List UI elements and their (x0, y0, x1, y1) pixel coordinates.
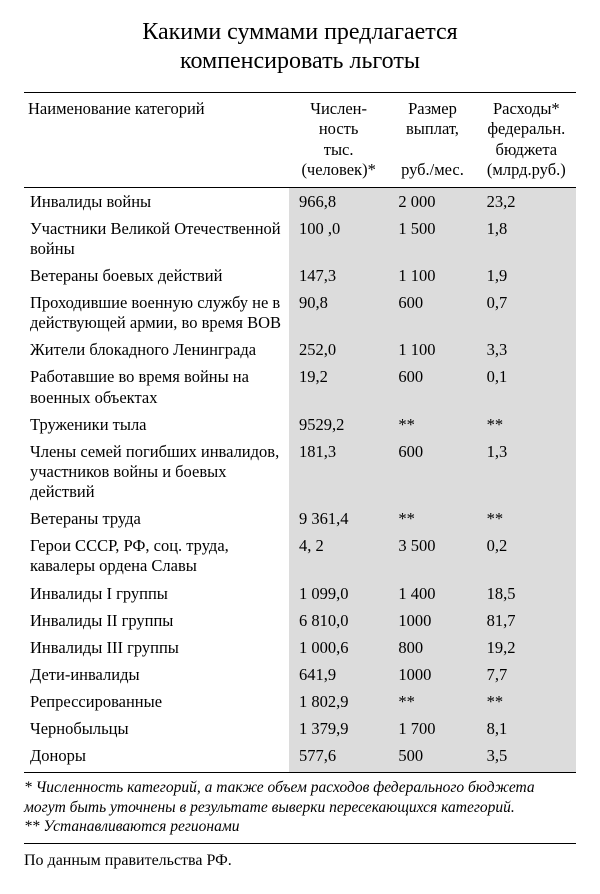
cell-payment: 1 400 (388, 580, 476, 607)
cell-budget: 0,2 (477, 533, 576, 580)
table-row: Ветераны боевых действий147,31 1001,9 (24, 262, 576, 289)
cell-population: 181,3 (289, 438, 388, 505)
table-row: Ветераны труда9 361,4**** (24, 506, 576, 533)
cell-payment: ** (388, 506, 476, 533)
table-row: Репрессированные1 802,9**** (24, 689, 576, 716)
cell-population: 641,9 (289, 661, 388, 688)
cell-category: Дети-инвалиды (24, 661, 289, 688)
col-header-population: Числен-ностьтыс.(человек)* (289, 92, 388, 188)
cell-payment: 600 (388, 364, 476, 411)
cell-payment: 500 (388, 743, 476, 773)
footnote-1: * Численность категорий, а также объем р… (24, 779, 535, 815)
cell-payment: 1000 (388, 607, 476, 634)
cell-budget: 18,5 (477, 580, 576, 607)
cell-population: 100 ,0 (289, 215, 388, 262)
cell-payment: 1 100 (388, 337, 476, 364)
cell-payment: 3 500 (388, 533, 476, 580)
cell-category: Репрессированные (24, 689, 289, 716)
cell-population: 6 810,0 (289, 607, 388, 634)
cell-population: 1 000,6 (289, 634, 388, 661)
cell-population: 1 802,9 (289, 689, 388, 716)
source-line: По данным правительства РФ. (24, 844, 576, 870)
table-row: Дети-инвалиды641,910007,7 (24, 661, 576, 688)
table-row: Инвалиды войны966,82 00023,2 (24, 188, 576, 216)
cell-payment: 1 500 (388, 215, 476, 262)
cell-population: 9 361,4 (289, 506, 388, 533)
table-row: Чернобыльцы1 379,91 7008,1 (24, 716, 576, 743)
cell-population: 147,3 (289, 262, 388, 289)
cell-category: Инвалиды II группы (24, 607, 289, 634)
cell-payment: ** (388, 689, 476, 716)
footnotes: * Численность категорий, а также объем р… (24, 773, 576, 843)
table-row: Герои СССР, РФ, соц. труда, кавалеры орд… (24, 533, 576, 580)
cell-category: Участники Великой Отечественной войны (24, 215, 289, 262)
cell-category: Члены семей погибших инвалидов, участник… (24, 438, 289, 505)
cell-budget: 0,1 (477, 364, 576, 411)
cell-population: 90,8 (289, 290, 388, 337)
cell-population: 966,8 (289, 188, 388, 216)
cell-population: 19,2 (289, 364, 388, 411)
cell-population: 9529,2 (289, 411, 388, 438)
cell-budget: ** (477, 411, 576, 438)
cell-payment: 600 (388, 290, 476, 337)
title-line-1: Какими суммами предлагается (142, 19, 457, 45)
compensation-table: Наименование категорий Числен-ностьтыс.(… (24, 92, 576, 774)
cell-budget: 8,1 (477, 716, 576, 743)
table-row: Проходившие военную службу не в действую… (24, 290, 576, 337)
table-title: Какими суммами предлагается компенсирова… (24, 18, 576, 76)
cell-population: 252,0 (289, 337, 388, 364)
cell-budget: 81,7 (477, 607, 576, 634)
cell-payment: 2 000 (388, 188, 476, 216)
cell-population: 577,6 (289, 743, 388, 773)
table-row: Труженики тыла9529,2**** (24, 411, 576, 438)
cell-category: Герои СССР, РФ, соц. труда, кавалеры орд… (24, 533, 289, 580)
table-row: Жители блокадного Ленинграда252,01 1003,… (24, 337, 576, 364)
col-header-category: Наименование категорий (24, 92, 289, 188)
cell-category: Инвалиды войны (24, 188, 289, 216)
cell-budget: ** (477, 506, 576, 533)
cell-category: Работавшие во время войны на военных объ… (24, 364, 289, 411)
table-body: Инвалиды войны966,82 00023,2Участники Ве… (24, 188, 576, 773)
table-row: Работавшие во время войны на военных объ… (24, 364, 576, 411)
cell-payment: 1 100 (388, 262, 476, 289)
cell-category: Инвалиды III группы (24, 634, 289, 661)
cell-payment: ** (388, 411, 476, 438)
table-row: Инвалиды II группы6 810,0100081,7 (24, 607, 576, 634)
cell-budget: 3,5 (477, 743, 576, 773)
cell-category: Чернобыльцы (24, 716, 289, 743)
cell-budget: ** (477, 689, 576, 716)
cell-payment: 1 700 (388, 716, 476, 743)
cell-budget: 7,7 (477, 661, 576, 688)
cell-budget: 1,9 (477, 262, 576, 289)
cell-category: Доноры (24, 743, 289, 773)
cell-payment: 800 (388, 634, 476, 661)
cell-category: Ветераны труда (24, 506, 289, 533)
table-row: Члены семей погибших инвалидов, участник… (24, 438, 576, 505)
cell-population: 4, 2 (289, 533, 388, 580)
table-row: Участники Великой Отечественной войны100… (24, 215, 576, 262)
cell-category: Проходившие военную службу не в действую… (24, 290, 289, 337)
col-header-payment: Размервыплат, руб./мес. (388, 92, 476, 188)
cell-budget: 1,3 (477, 438, 576, 505)
cell-category: Труженики тыла (24, 411, 289, 438)
cell-category: Жители блокадного Ленинграда (24, 337, 289, 364)
cell-population: 1 379,9 (289, 716, 388, 743)
cell-budget: 19,2 (477, 634, 576, 661)
cell-category: Ветераны боевых действий (24, 262, 289, 289)
cell-budget: 3,3 (477, 337, 576, 364)
cell-budget: 23,2 (477, 188, 576, 216)
table-row: Доноры577,65003,5 (24, 743, 576, 773)
cell-budget: 1,8 (477, 215, 576, 262)
cell-category: Инвалиды I группы (24, 580, 289, 607)
table-row: Инвалиды III группы1 000,680019,2 (24, 634, 576, 661)
cell-payment: 1000 (388, 661, 476, 688)
table-header-row: Наименование категорий Числен-ностьтыс.(… (24, 92, 576, 188)
cell-population: 1 099,0 (289, 580, 388, 607)
cell-payment: 600 (388, 438, 476, 505)
table-row: Инвалиды I группы1 099,01 40018,5 (24, 580, 576, 607)
title-line-2: компенсировать льготы (180, 48, 420, 74)
cell-budget: 0,7 (477, 290, 576, 337)
footnote-2: ** Устанавливаются регионами (24, 818, 239, 835)
col-header-budget: Расходы*федеральн.бюджета(млрд.руб.) (477, 92, 576, 188)
